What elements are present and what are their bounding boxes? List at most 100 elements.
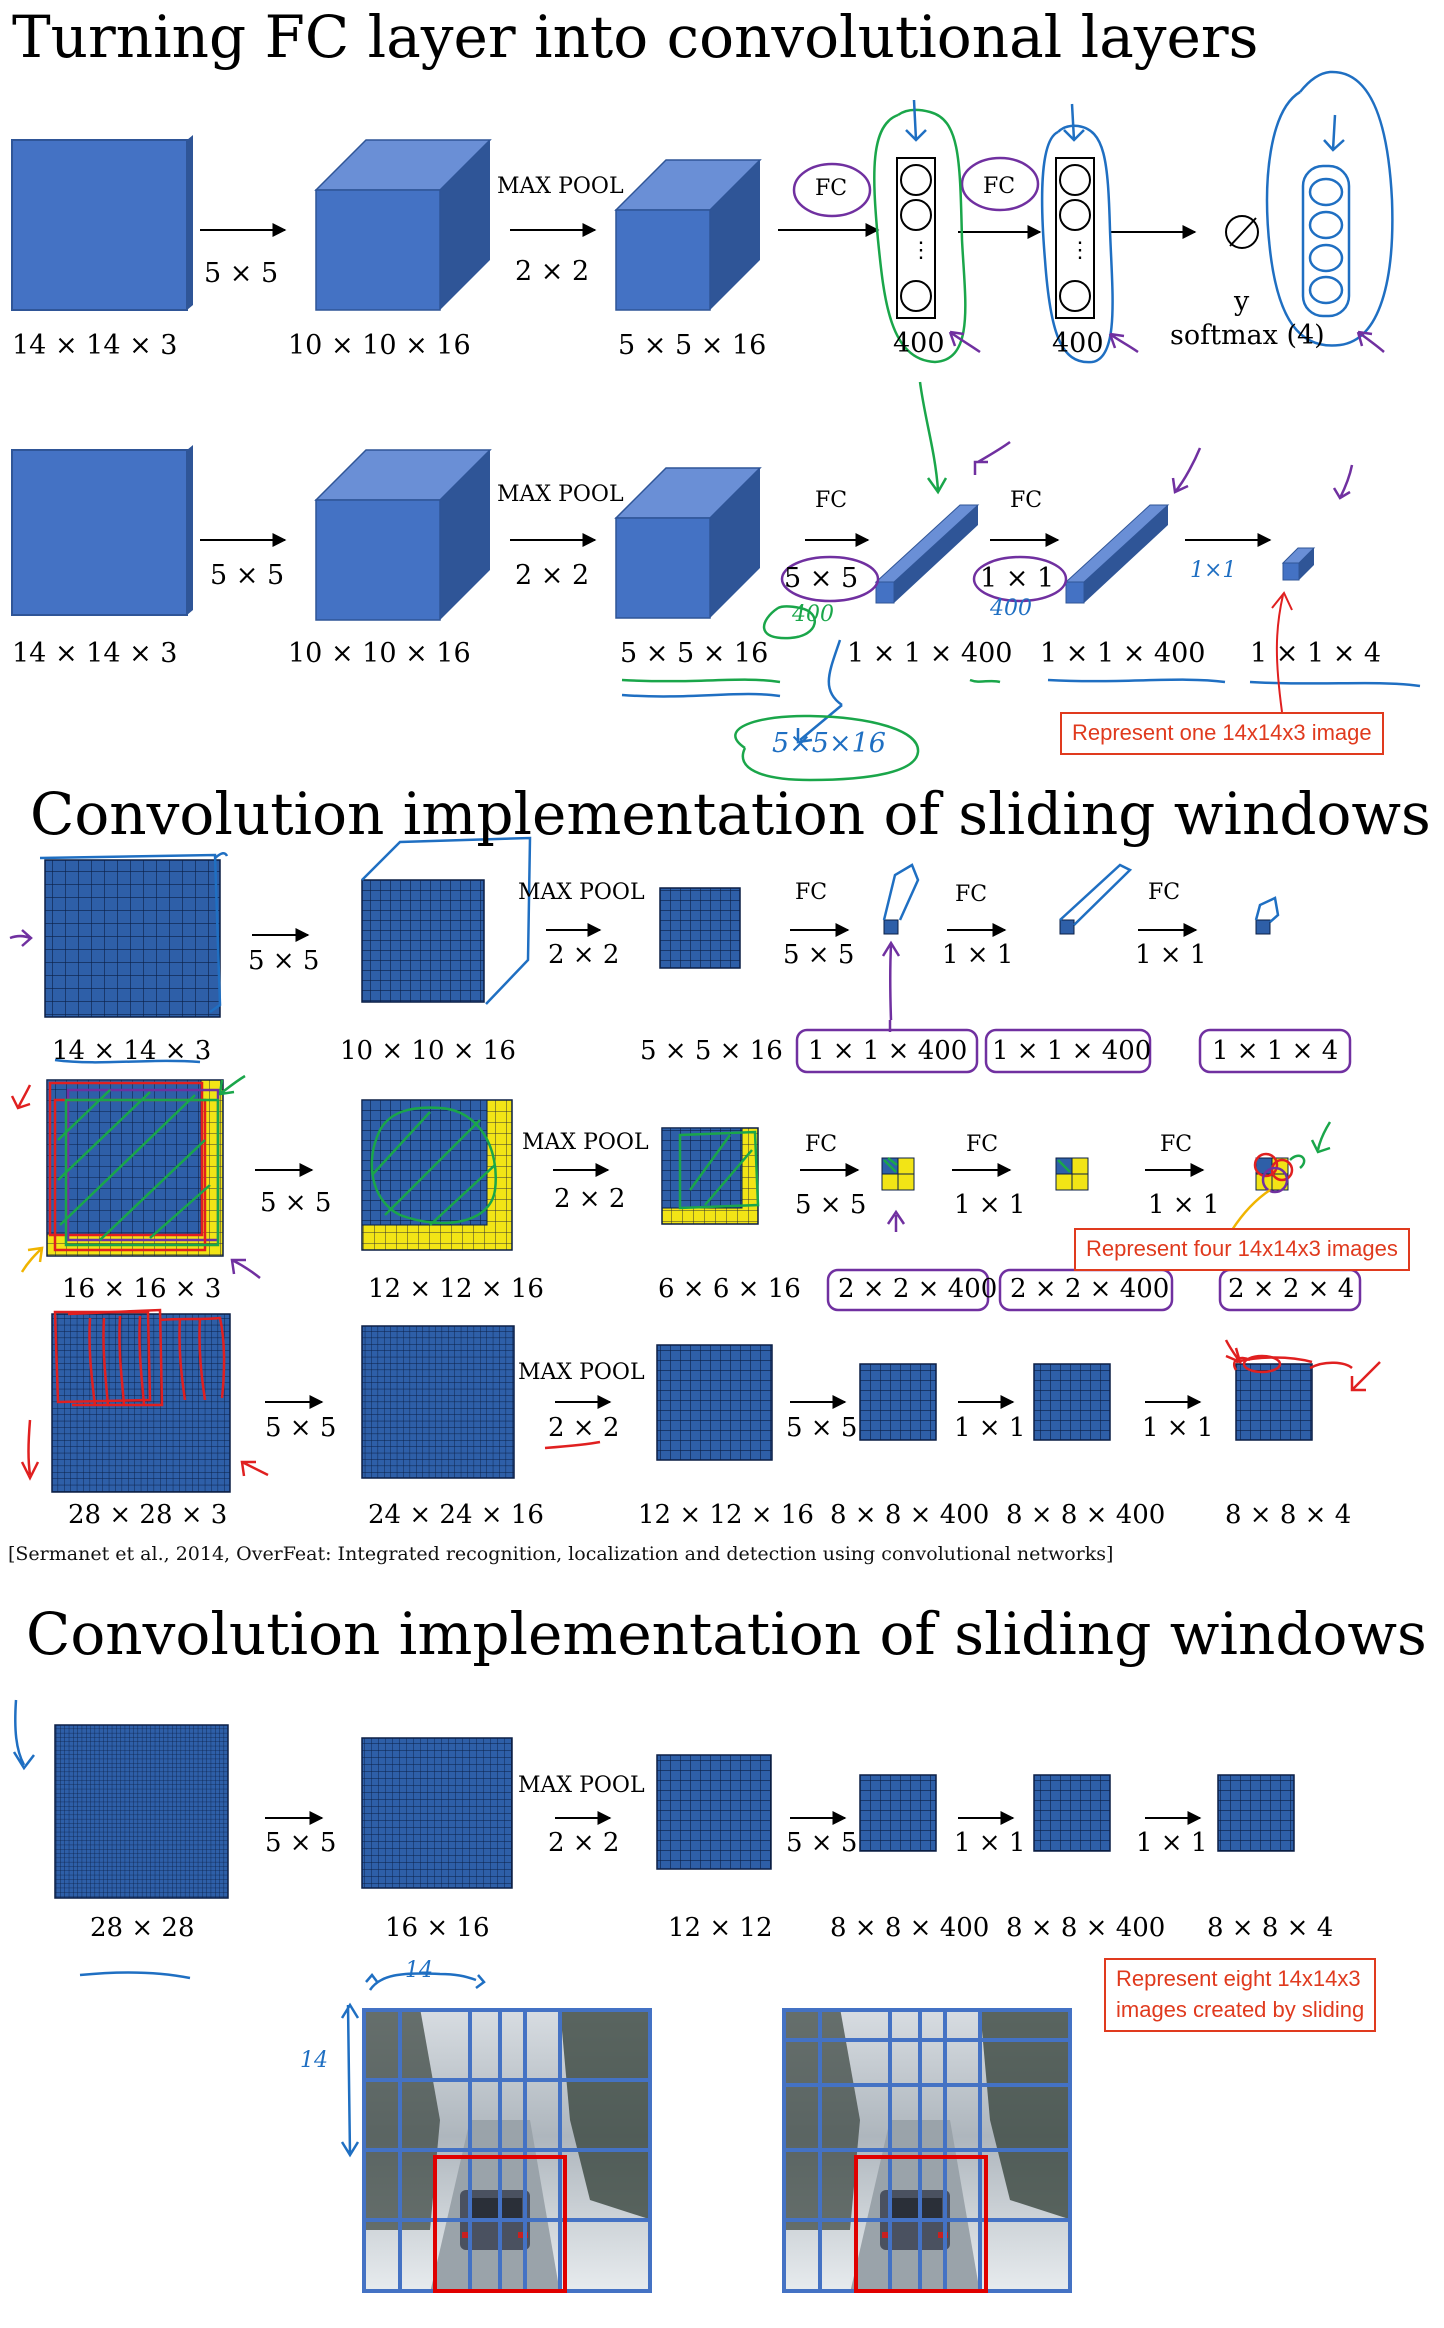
s2r1-out2-cell <box>1059 919 1075 935</box>
s1r2-input-label: 14 × 14 × 3 <box>12 638 178 669</box>
s1r1-units2: 400 <box>1052 328 1104 359</box>
s1r1-annotations <box>792 70 1394 495</box>
s2r2-annotations <box>10 1074 1362 1312</box>
s1r1-vol2-label: 5 × 5 × 16 <box>618 330 767 361</box>
section3-title: Convolution implementation of sliding wi… <box>26 1600 1427 1668</box>
s2r1-pool-size: 2 × 2 <box>548 940 620 970</box>
s2r2-conv-grid <box>361 1099 513 1251</box>
s2r2-input-grid <box>46 1079 224 1257</box>
s2r1-fc1-label: FC <box>795 880 828 905</box>
s1r2-conv-label: 5 × 5 <box>210 560 285 591</box>
s2r2-out2-label: 2 × 2 × 400 <box>1010 1274 1170 1304</box>
s3-annotations <box>12 1699 486 2158</box>
s1r1-fc-layer1 <box>896 157 936 319</box>
s3-out2-grid <box>1033 1774 1111 1852</box>
s3-vol1-label: 16 × 16 <box>385 1913 490 1943</box>
section1-title: Turning FC layer into convolutional laye… <box>12 3 1259 71</box>
s1r2-cube1 <box>314 449 492 621</box>
s3-pool-grid <box>656 1754 772 1870</box>
s3-vol2-label: 12 × 12 <box>668 1913 773 1943</box>
s3-hand-14-top: 14 <box>405 1958 433 1983</box>
s2r3-pool-size: 2 × 2 <box>548 1413 620 1443</box>
note-four-images: Represent four 14x14x3 images <box>1074 1228 1410 1271</box>
s2r1-pool-label: MAX POOL <box>518 880 645 905</box>
s1r2-fc1-label: FC <box>815 488 848 513</box>
s2r2-input-label: 16 × 16 × 3 <box>62 1274 222 1304</box>
citation: [Sermanet et al., 2014, OverFeat: Integr… <box>8 1543 1114 1565</box>
s2r3-op2-label: 1 × 1 <box>954 1413 1026 1443</box>
s3-op3-label: 1 × 1 <box>1136 1828 1208 1858</box>
s1r1-dots2: ⋮ <box>1069 238 1091 263</box>
s2r3-conv-grid <box>361 1325 515 1479</box>
s1r2-out1-label: 1 × 1 × 400 <box>847 638 1013 669</box>
s1r2-annotations <box>621 440 1421 782</box>
s2r1-conv-grid <box>361 879 485 1003</box>
s2r2-vol1-label: 12 × 12 × 16 <box>368 1274 544 1304</box>
s1r1-fc1-label: FC <box>815 176 848 201</box>
note-eight-images: Represent eight 14x14x3 images created b… <box>1104 1958 1377 2032</box>
s1r2-hand-filter: 5×5×16 <box>772 728 886 759</box>
s2r3-vol2-label: 12 × 12 × 16 <box>638 1500 814 1530</box>
s1r2-out3-label: 1 × 1 × 4 <box>1250 638 1382 669</box>
s1r2-bar3 <box>1281 547 1316 581</box>
s2r3-vol1-label: 24 × 24 × 16 <box>368 1500 544 1530</box>
s1r2-vol2-label: 5 × 5 × 16 <box>620 638 769 669</box>
s2r3-out3-label: 8 × 8 × 4 <box>1225 1500 1352 1530</box>
s2r3-input-label: 28 × 28 × 3 <box>68 1500 228 1530</box>
s2r3-out1-label: 8 × 8 × 400 <box>830 1500 990 1530</box>
s1r2-out2-label: 1 × 1 × 400 <box>1040 638 1206 669</box>
s2r1-out1-label: 1 × 1 × 400 <box>808 1036 968 1066</box>
s2r1-out3-cell <box>1255 919 1271 935</box>
s1r1-y-label: y <box>1234 286 1250 317</box>
s3-conv-label: 5 × 5 <box>265 1828 337 1858</box>
s2r2-fc2-label: FC <box>966 1132 999 1157</box>
s2r1-fc3-label: FC <box>1148 880 1181 905</box>
s2r2-fc1-size: 5 × 5 <box>795 1190 867 1220</box>
s2r3-op3-label: 1 × 1 <box>1142 1413 1214 1443</box>
s2r2-out1-label: 2 × 2 × 400 <box>838 1274 998 1304</box>
s1r1-pool-label: MAX POOL <box>497 174 624 199</box>
s3-hand-14-left: 14 <box>300 2048 328 2073</box>
s1r2-vol1-label: 10 × 10 × 16 <box>288 638 471 669</box>
s1r1-output-node <box>1225 215 1259 249</box>
s2r3-pool-grid <box>656 1344 773 1461</box>
note-eight-line2: images created by sliding <box>1116 1996 1365 2022</box>
s1r2-fc1-size: 5 × 5 <box>784 563 859 594</box>
s2r2-fc2-size: 1 × 1 <box>954 1190 1026 1220</box>
s3-conv-grid <box>361 1737 513 1889</box>
s2r3-out1-grid <box>859 1363 937 1441</box>
s1r2-op3-label: 1×1 <box>1190 558 1237 583</box>
s2r3-out3-grid <box>1235 1363 1313 1441</box>
s2r2-fc3-size: 1 × 1 <box>1148 1190 1220 1220</box>
s1r2-pool-label: MAX POOL <box>497 482 624 507</box>
s2r1-input-label: 14 × 14 × 3 <box>52 1036 212 1066</box>
s3-out3-grid <box>1217 1774 1295 1852</box>
s1r2-pool-size: 2 × 2 <box>515 560 590 591</box>
s3-pool-label: MAX POOL <box>518 1773 645 1798</box>
s1r2-hand-400a: 400 <box>792 602 834 627</box>
s2r3-annotations <box>20 1308 1381 1481</box>
s2r2-conv-label: 5 × 5 <box>260 1188 332 1218</box>
s2r3-out2-grid <box>1033 1363 1111 1441</box>
s2r1-fc1-size: 5 × 5 <box>783 940 855 970</box>
s3-pool-size: 2 × 2 <box>548 1828 620 1858</box>
s2r1-out1-cell <box>883 919 899 935</box>
note-eight-line1: Represent eight 14x14x3 <box>1116 1966 1361 1991</box>
s2r1-vol2-label: 5 × 5 × 16 <box>640 1036 783 1066</box>
s1r2-cube2 <box>614 467 762 619</box>
s2r2-pool-size: 2 × 2 <box>554 1184 626 1214</box>
s2r1-fc3-size: 1 × 1 <box>1135 940 1207 970</box>
section2-title: Convolution implementation of sliding wi… <box>30 780 1431 848</box>
s1r1-input-label: 14 × 14 × 3 <box>12 330 178 361</box>
s2r1-input-grid <box>44 859 221 1018</box>
s3-out3-label: 8 × 8 × 4 <box>1207 1913 1334 1943</box>
s2r1-out3-label: 1 × 1 × 4 <box>1212 1036 1339 1066</box>
s2r2-vol2-label: 6 × 6 × 16 <box>658 1274 801 1304</box>
s2r2-pool-label: MAX POOL <box>522 1130 649 1155</box>
s2r3-conv-label: 5 × 5 <box>265 1413 337 1443</box>
s2r1-annotations <box>9 836 1352 1074</box>
s2r3-op1-label: 5 × 5 <box>786 1413 858 1443</box>
s2r1-fc2-size: 1 × 1 <box>942 940 1014 970</box>
s1r1-cube1 <box>314 139 492 311</box>
